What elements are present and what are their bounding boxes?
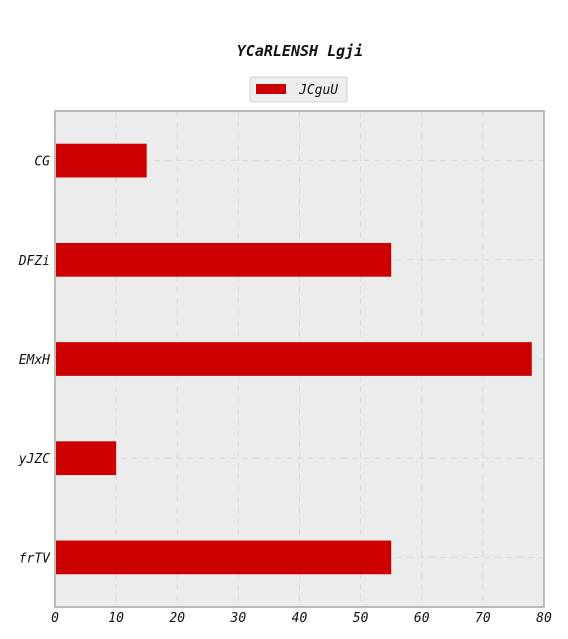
y-tick-label: DFZi	[18, 254, 50, 269]
bar-yjzc	[55, 441, 117, 476]
bar-dfzi	[55, 242, 392, 277]
x-tick-label: 40	[292, 611, 308, 626]
x-tick-label: 10	[108, 611, 124, 626]
y-tick-label: CG	[34, 155, 50, 170]
x-tick-label: 80	[536, 611, 552, 626]
x-tick-label: 60	[414, 611, 430, 626]
legend-label: JCguU	[298, 83, 338, 98]
bar-frtv	[55, 540, 392, 575]
x-tick-label: 50	[353, 611, 369, 626]
y-tick-label: frTV	[19, 551, 51, 566]
y-tick-label: yJZC	[18, 452, 50, 467]
plot-border	[54, 110, 545, 608]
x-tick-label: 20	[169, 611, 185, 626]
bar-emxh	[55, 342, 532, 376]
x-tick-label: 0	[51, 611, 59, 626]
y-tick-label: EMxH	[19, 353, 50, 368]
x-tick-label: 70	[475, 611, 491, 626]
x-tick-label: 30	[230, 611, 247, 626]
x-tick-labels: 0 10 20 30 40 50 60 70 80	[51, 611, 552, 626]
bar-cg	[55, 143, 147, 178]
legend: JCguU	[249, 76, 348, 103]
bars	[55, 143, 532, 575]
legend-box	[249, 76, 348, 103]
chart-title: YCaRLENSH Lgji	[237, 42, 363, 60]
legend-swatch	[256, 84, 286, 94]
y-tick-labels: CG DFZi EMxH yJZC frTV	[18, 155, 51, 567]
